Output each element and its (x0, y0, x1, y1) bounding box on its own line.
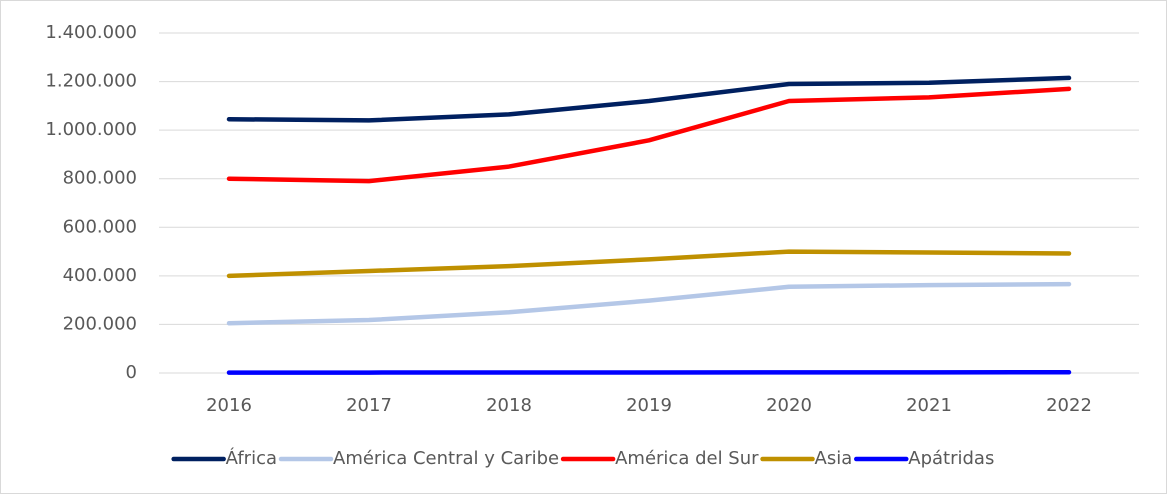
y-tick-label: 1.400.000 (45, 22, 137, 43)
legend-label: América del Sur (615, 448, 759, 469)
y-tick-label: 200.000 (63, 313, 137, 334)
x-tick-label: 2018 (486, 395, 532, 416)
legend-label: África (226, 447, 277, 469)
y-tick-label: 1.200.000 (45, 71, 137, 92)
x-tick-label: 2016 (206, 395, 252, 416)
y-tick-label: 1.000.000 (45, 119, 137, 140)
y-tick-label: 600.000 (63, 216, 137, 237)
x-tick-label: 2019 (626, 395, 672, 416)
series-line (226, 75, 1072, 123)
x-tick-label: 2021 (906, 395, 952, 416)
series-line (226, 281, 1072, 326)
x-tick-label: 2022 (1046, 395, 1092, 416)
legend-label: América Central y Caribe (333, 448, 559, 469)
y-tick-label: 800.000 (63, 168, 137, 189)
legend-label: Apátridas (908, 448, 994, 469)
y-tick-label: 0 (126, 362, 137, 383)
series-line (226, 86, 1072, 184)
y-tick-label: 400.000 (63, 265, 137, 286)
series-line (226, 249, 1072, 279)
x-tick-label: 2020 (766, 395, 812, 416)
x-tick-label: 2017 (346, 395, 392, 416)
legend-label: Asia (815, 448, 853, 469)
